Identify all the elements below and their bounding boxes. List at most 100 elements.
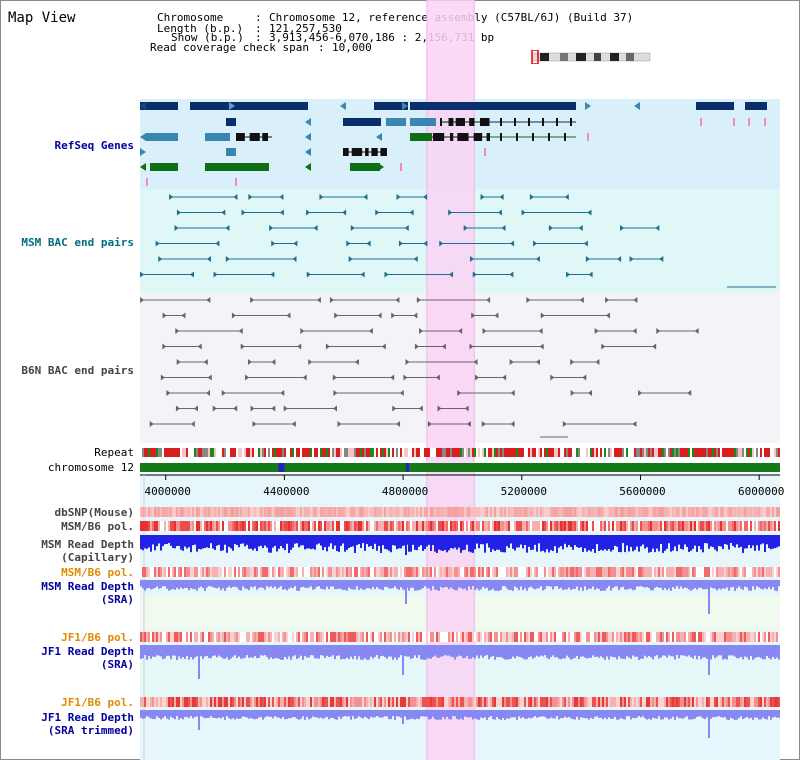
msm-pol-cell	[442, 521, 444, 531]
refseq-track-label[interactable]: RefSeq Genes	[54, 139, 134, 152]
jf1-depth-sra-bar	[416, 645, 418, 659]
repeat-segment	[262, 448, 264, 457]
jf1-depth-sra-bar	[330, 645, 332, 657]
msm-depth-cap-bar	[176, 535, 178, 547]
msm-pol-sra-cell	[420, 567, 422, 577]
repeat-segment	[450, 448, 452, 457]
msm-b6-pol-sra-label[interactable]: MSM/B6 pol.	[61, 566, 134, 579]
msm-depth-sra-bar	[728, 580, 730, 591]
jf1-depth-sra-bar	[768, 645, 770, 659]
jf1-depth-trim-bar	[142, 710, 144, 719]
jf1-pol-trim-cell	[672, 697, 674, 707]
dbsnp-cell	[346, 507, 348, 517]
msm-depth-cap-bar	[192, 535, 194, 546]
gene-tick	[400, 163, 402, 171]
repeat-segment	[638, 448, 640, 457]
jf1-pol-cell	[546, 632, 548, 642]
jf1-depth-trim-bar	[240, 710, 242, 719]
jf1-depth-sra-bar	[582, 645, 584, 657]
repeat-segment	[442, 448, 444, 457]
jf1-pol-cell	[486, 632, 488, 642]
msm-depth-cap-bar	[640, 535, 642, 547]
msm-depth-cap-bar	[440, 535, 442, 551]
msm-bac-pair-end	[588, 271, 593, 278]
dbsnp-cell	[428, 507, 430, 517]
jf1-depth-trim-label[interactable]: JF1 Read Depth	[41, 711, 134, 724]
jf1-depth-trim-bar	[358, 710, 360, 717]
b6n-bac-track-label[interactable]: B6N BAC end pairs	[21, 364, 134, 377]
msm-depth-cap-bar	[402, 535, 404, 546]
msm-pol-cell	[552, 521, 554, 531]
jf1-depth-trim-bar	[430, 710, 432, 719]
jf1-pol-cell	[364, 632, 366, 642]
jf1-depth-trim-bar	[550, 710, 552, 718]
jf1-pol-trim-cell	[172, 697, 174, 707]
msm-bac-pair-end	[509, 271, 514, 278]
msm-depth-cap-bar	[486, 535, 488, 544]
jf1-pol-cell	[458, 632, 460, 642]
repeat-segment	[472, 448, 474, 457]
jf1-depth-trim-bar	[680, 710, 682, 719]
repeat-segment	[708, 448, 710, 457]
msm-pol-cell	[590, 521, 592, 531]
jf1-pol-cell	[542, 632, 544, 642]
msm-depth-sra-bar	[584, 580, 586, 587]
jf1-pol-cell	[558, 632, 560, 642]
msm-depth-cap-bar	[528, 535, 530, 547]
msm-depth-cap-bar	[652, 535, 654, 549]
msm-depth-capillary-label[interactable]: MSM Read Depth	[41, 538, 134, 551]
msm-bac-pair-end	[578, 225, 583, 231]
msm-pol-sra-cell	[306, 567, 308, 577]
jf1-pol-trim-cell	[252, 697, 254, 707]
jf1-b6-pol-trim-label[interactable]: JF1/B6 pol.	[61, 696, 134, 709]
jf1-depth-sra-bar	[244, 645, 246, 658]
dbsnp-track-label[interactable]: dbSNP(Mouse)	[54, 506, 134, 519]
msm-pol-cell	[542, 521, 544, 531]
msm-bac-track-label[interactable]: MSM BAC end pairs	[21, 236, 134, 249]
msm-depth-sra-bar	[338, 580, 340, 589]
msm-depth-cap-bar	[554, 535, 556, 547]
jf1-depth-trim-bar	[742, 710, 744, 720]
jf1-pol-trim-cell	[650, 697, 652, 707]
jf1-depth-sra-bar	[234, 645, 236, 656]
jf1-pol-trim-cell	[748, 697, 750, 707]
msm-depth-sra-bar	[424, 580, 426, 587]
jf1-pol-trim-cell	[456, 697, 458, 707]
jf1-depth-sra-bar	[462, 645, 464, 659]
msm-pol-sra-cell	[550, 567, 552, 577]
msm-depth-cap-bar	[370, 535, 372, 546]
msm-depth-sra-bar	[504, 580, 506, 587]
jf1-depth-sra-label[interactable]: JF1 Read Depth	[41, 645, 134, 658]
repeat-segment	[238, 448, 240, 457]
msm-pol-cell	[706, 521, 708, 531]
msm-depth-cap-bar	[724, 535, 726, 544]
dbsnp-cell	[500, 507, 502, 517]
msm-pol-cell	[472, 521, 474, 531]
msm-pol-cell	[512, 521, 514, 531]
chromosome-ideogram[interactable]	[526, 50, 654, 64]
jf1-pol-trim-cell	[444, 697, 446, 707]
repeat-segment	[170, 448, 172, 457]
jf1-pol-cell	[706, 632, 708, 642]
jf1-depth-sra-bar	[772, 645, 774, 657]
msm-pol-sra-cell	[272, 567, 274, 577]
msm-depth-sra-bar	[690, 580, 692, 591]
msm-depth-cap-bar	[484, 535, 486, 553]
msm-depth-cap-bar	[734, 535, 736, 548]
msm-b6-pol-label[interactable]: MSM/B6 pol.	[61, 520, 134, 533]
msm-depth-sra-label[interactable]: MSM Read Depth	[41, 580, 134, 593]
jf1-pol-trim-cell	[310, 697, 312, 707]
msm-pol-sra-cell	[230, 567, 232, 577]
jf1-depth-trim-bar	[678, 710, 680, 719]
jf1-b6-pol-label[interactable]: JF1/B6 pol.	[61, 631, 134, 644]
msm-pol-sra-cell	[352, 567, 354, 577]
msm-pol-sra-cell	[750, 567, 752, 577]
jf1-depth-trim-bar	[540, 710, 542, 717]
msm-pol-cell	[470, 521, 472, 531]
jf1-depth-sra-bar	[752, 645, 754, 660]
jf1-pol-cell	[402, 632, 404, 642]
jf1-depth-sra-bar	[144, 645, 146, 656]
msm-depth-cap-bar	[444, 535, 446, 550]
msm-pol-cell	[140, 521, 142, 531]
